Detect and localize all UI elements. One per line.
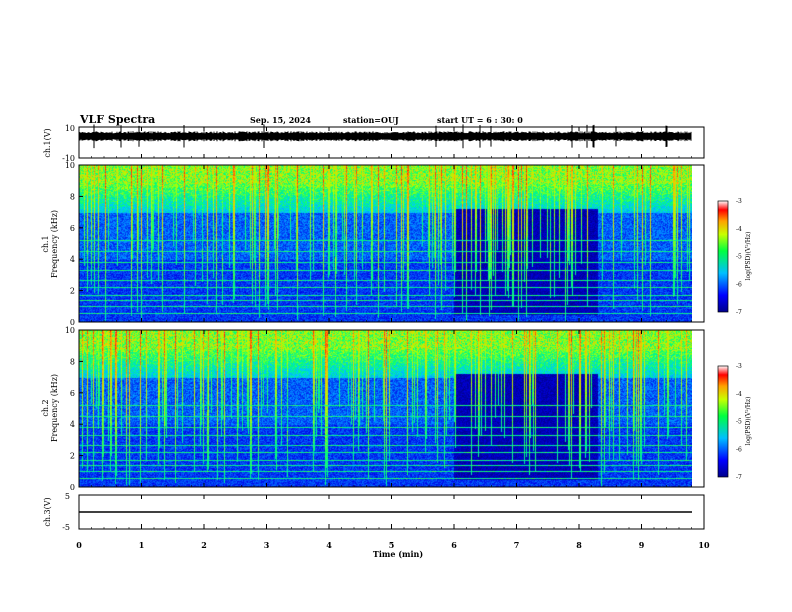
ch1-spectrogram-image [79, 165, 692, 322]
ch2-freq-ytick-label: 8 [70, 357, 75, 366]
ch1-colorbar-tick: -3 [736, 198, 742, 205]
time-tick-label: 7 [514, 540, 520, 550]
ch2-spectrogram-image [79, 330, 692, 487]
ch2-freq-ytick-label: 6 [70, 389, 75, 398]
ch1-ytick-top: 10 [65, 124, 75, 133]
ch1-colorbar-tick: -7 [736, 309, 742, 316]
ch1-colorbar-tick: -4 [736, 226, 742, 233]
time-axis-label: Time (min) [373, 549, 423, 559]
ch1-freq-ytick-label: 8 [70, 192, 75, 201]
ch3-ylabel: ch.3(V) [43, 497, 52, 526]
time-tick-label: 6 [451, 540, 457, 550]
ch2-colorbar-tick: -3 [736, 363, 742, 370]
ch1-freq-ytick-label: 0 [70, 318, 75, 327]
time-tick-label: 5 [389, 540, 395, 550]
time-tick-label: 10 [698, 540, 710, 550]
ch1-freq-ytick-label: 4 [70, 255, 75, 264]
ch2-freq-ytick-label: 10 [65, 326, 75, 335]
ch1-freq-ytick-label: 10 [65, 161, 75, 170]
time-tick-label: 2 [201, 540, 207, 550]
time-tick-label: 3 [264, 540, 270, 550]
ch1-waveform-path [78, 124, 692, 149]
ch2-colorbar: -3 -4 -5 -6 -7 log(PSD)(V²/Hz) [717, 363, 752, 481]
ch1-freq-label: Frequency (kHz) [50, 210, 59, 278]
time-tick-label: 8 [576, 540, 582, 550]
ch3-waveform-panel: 5 -5 ch.3(V) [43, 492, 705, 532]
ch2-colorbar-ticks: -3 -4 -5 -6 -7 [736, 363, 742, 481]
ch1-freq-label-top: ch.1 [41, 235, 50, 252]
station-label: station=OUJ [343, 115, 399, 125]
date-label: Sep. 15, 2024 [250, 115, 311, 125]
time-tick-label: 1 [139, 540, 145, 550]
ch1-colorbar: -3 -4 -5 -6 -7 log(PSD)(V²/Hz) [717, 198, 752, 316]
ch2-freq-label-top: ch.2 [41, 399, 50, 416]
ch1-waveform-trace [78, 124, 692, 149]
ch2-freq-ytick-label: 4 [70, 420, 75, 429]
start-time-label: start UT = 6 : 30: 0 [437, 115, 523, 125]
ch2-freq-ticks: 0 2 4 6 8 10 [65, 326, 83, 492]
time-tick-label: 9 [639, 540, 645, 550]
ch3-ytick-bottom: -5 [62, 523, 70, 532]
ch1-spectrogram [79, 165, 704, 322]
time-tick-label: 4 [326, 540, 332, 550]
ch1-waveform-panel: 10 -10 ch.1(V) [43, 124, 705, 163]
ch1-colorbar-tick: -6 [736, 281, 742, 288]
ch1-ytick-bottom: -10 [62, 154, 75, 163]
ch2-colorbar-tick: -4 [736, 391, 742, 398]
ch2-freq-label: Frequency (kHz) [50, 374, 59, 442]
ch2-colorbar-tick: -7 [736, 474, 742, 481]
ch1-freq-ticks: 0 2 4 6 8 10 [65, 161, 83, 327]
ch2-colorbar-label: log(PSD)(V²/Hz) [745, 397, 752, 446]
ch1-freq-ytick-label: 2 [70, 287, 75, 296]
ch1-colorbar-label: log(PSD)(V²/Hz) [745, 232, 752, 281]
ch1-colorbar-ticks: -3 -4 -5 -6 -7 [736, 198, 742, 316]
ch3-ytick-top: 5 [65, 492, 70, 501]
ch1-colorbar-tick: -5 [736, 254, 742, 261]
ch2-spectrogram-panel: 0 2 4 6 8 10 ch.2 Frequency (kHz) [41, 326, 705, 492]
ch1-freq-ytick-label: 6 [70, 224, 75, 233]
figure-title: VLF Spectra [79, 113, 155, 126]
ch2-colorbar-tick: -5 [736, 419, 742, 426]
time-tick-label: 0 [76, 540, 82, 550]
time-axis-ticks: 0 1 2 3 4 5 6 7 8 9 10 [76, 127, 710, 550]
ch1-spectrogram-panel: 0 2 4 6 8 10 ch.1 Frequency (kHz) [41, 161, 705, 327]
ch2-freq-ytick-label: 0 [70, 483, 75, 492]
ch2-spectrogram [79, 330, 704, 487]
ch2-colorbar-tick: -6 [736, 446, 742, 453]
ch2-freq-ytick-label: 2 [70, 452, 75, 461]
ch1-ylabel: ch.1(V) [43, 128, 52, 157]
